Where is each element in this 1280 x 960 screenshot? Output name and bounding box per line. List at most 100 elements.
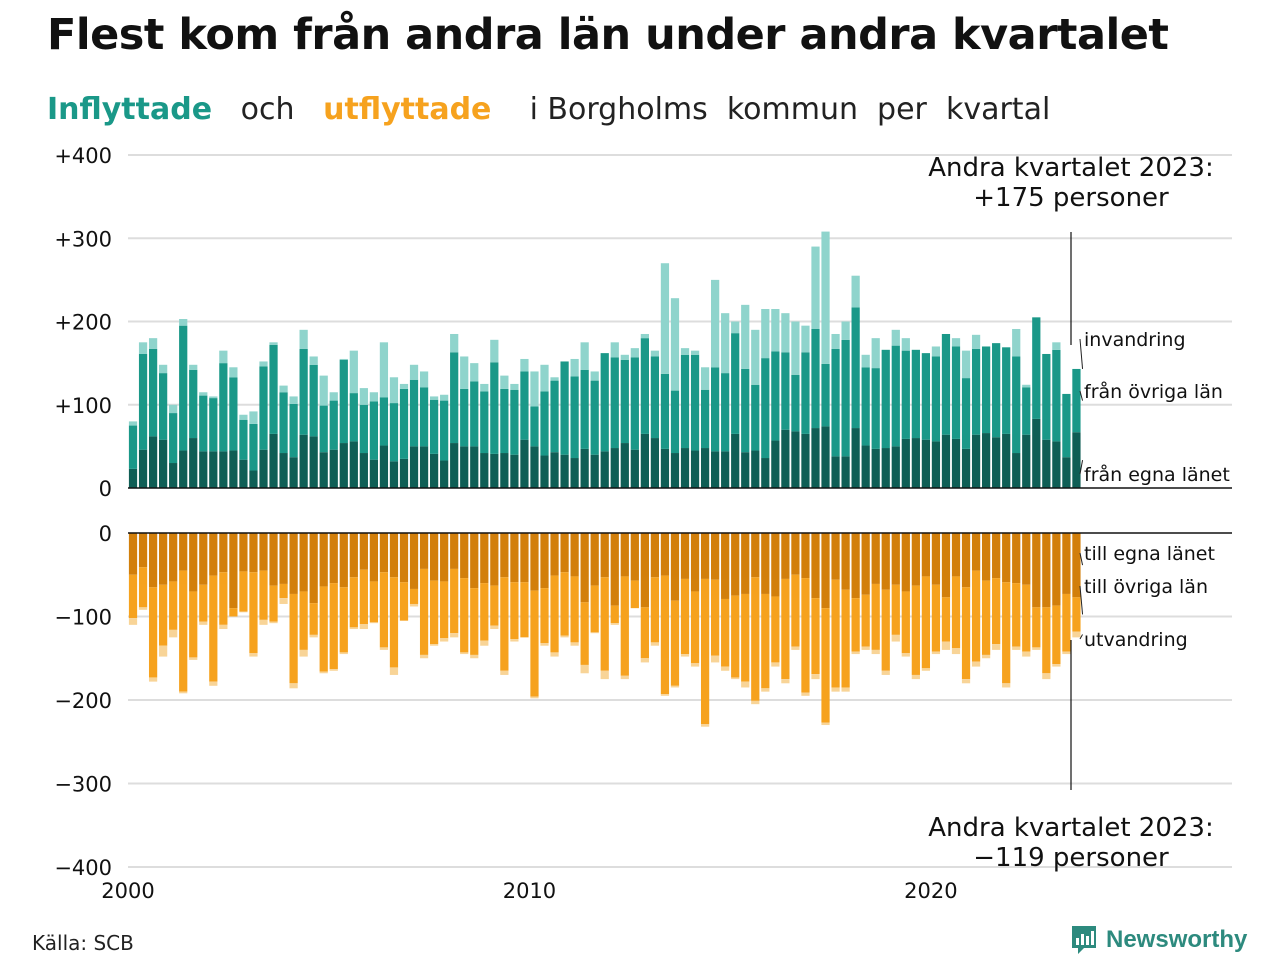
bar-out-own-county (379, 533, 389, 573)
bar-out-other-counties (169, 581, 178, 630)
inflow-bars (128, 231, 1081, 489)
bar-in-own-county (490, 453, 499, 488)
bar-in-other-counties (841, 339, 850, 457)
bar-out-own-county (189, 533, 198, 592)
bar-in-immigration (309, 356, 318, 365)
bar-in-immigration (169, 404, 178, 414)
bar-out-own-county (821, 533, 830, 609)
bar-out-other-counties (981, 580, 991, 655)
bar-in-own-county (339, 443, 348, 488)
bar-in-immigration (199, 392, 208, 396)
bar-out-own-county (901, 533, 910, 592)
bar-out-emigration (359, 624, 368, 630)
bar-in-immigration (801, 325, 810, 353)
bar-in-own-county (329, 449, 338, 488)
bar-in-immigration (540, 364, 549, 392)
bar-out-other-counties (660, 575, 670, 695)
bar-in-other-counties (349, 393, 358, 442)
bar-out-other-counties (309, 603, 318, 635)
bar-out-own-county (721, 533, 730, 599)
bar-out-own-county (530, 533, 539, 591)
bar-out-other-counties (199, 584, 208, 622)
bar-in-other-counties (931, 356, 941, 442)
bar-in-other-counties (992, 343, 1001, 438)
y-tick-label: −300 (54, 773, 112, 797)
bar-in-immigration (1052, 342, 1061, 350)
bar-out-own-county (831, 533, 840, 580)
bar-out-emigration (1012, 646, 1021, 650)
bar-out-own-county (811, 533, 820, 599)
bar-in-other-counties (500, 388, 509, 454)
bar-out-own-county (219, 533, 228, 573)
bar-out-emigration (419, 654, 429, 659)
bar-out-own-county (339, 533, 348, 588)
series-leader-line (1079, 552, 1084, 566)
bar-out-own-county (1062, 533, 1071, 594)
bar-in-other-counties (821, 363, 830, 427)
bar-in-own-county (500, 453, 509, 488)
bar-in-immigration (620, 354, 629, 360)
bar-out-emigration (530, 696, 539, 699)
bar-in-other-counties (911, 349, 920, 439)
bar-out-other-counties (741, 593, 750, 682)
bar-in-own-county (700, 448, 710, 488)
bar-out-other-counties (470, 588, 479, 655)
bar-out-emigration (891, 634, 900, 642)
bar-out-other-counties (600, 577, 609, 671)
bar-out-emigration (259, 619, 268, 625)
bar-in-immigration (580, 342, 589, 370)
bar-in-immigration (229, 367, 238, 378)
series-label: till övriga län (1084, 576, 1208, 598)
bar-in-immigration (299, 329, 308, 349)
bar-in-other-counties (510, 389, 519, 455)
bar-out-own-county (841, 533, 850, 590)
bar-in-other-counties (901, 350, 910, 439)
bar-in-own-county (399, 458, 409, 488)
bar-out-other-counties (148, 587, 158, 678)
bar-in-own-county (1002, 433, 1011, 488)
bar-in-other-counties (319, 405, 328, 453)
bar-in-other-counties (951, 346, 961, 439)
bar-out-other-counties (1062, 593, 1071, 652)
bar-out-emigration (309, 634, 318, 638)
bar-in-own-county (992, 437, 1001, 488)
bar-out-own-county (851, 533, 860, 599)
bar-in-immigration (670, 298, 680, 391)
series-leader-line (1079, 460, 1084, 475)
bar-in-immigration (219, 350, 228, 364)
bar-in-immigration (791, 321, 800, 375)
bar-out-own-county (510, 533, 519, 583)
bar-out-own-county (389, 533, 399, 578)
bar-out-other-counties (891, 584, 900, 635)
bar-out-other-counties (389, 577, 399, 668)
bar-in-own-county (741, 452, 750, 488)
bar-out-other-counties (881, 589, 890, 671)
bar-out-other-counties (851, 598, 860, 652)
bar-in-other-counties (419, 387, 429, 447)
bar-in-immigration (751, 329, 760, 385)
bar-out-own-county (520, 533, 529, 583)
bar-in-other-counties (811, 328, 820, 429)
bar-in-own-county (1042, 439, 1051, 488)
series-leader-line (1079, 634, 1083, 640)
y-tick-label: 0 (99, 522, 112, 546)
bar-in-own-county (861, 445, 870, 488)
bar-out-other-counties (490, 585, 499, 626)
bar-in-own-county (620, 443, 629, 488)
bar-in-immigration (490, 339, 499, 363)
bar-out-own-county (580, 533, 589, 603)
bar-out-other-counties (159, 584, 168, 646)
bar-in-other-counties (229, 377, 238, 451)
bar-out-own-county (941, 533, 951, 598)
bar-in-other-counties (530, 406, 539, 447)
bar-out-other-counties (269, 585, 278, 622)
subtitle-rest: i Borgholms kommun per kvartal (529, 92, 1051, 127)
bar-out-own-county (761, 533, 770, 594)
bar-out-other-counties (530, 590, 539, 697)
bar-out-own-county (500, 533, 509, 578)
bar-out-emigration (851, 651, 860, 655)
bar-out-emigration (1052, 664, 1061, 667)
x-tick-label: 2020 (904, 879, 957, 903)
bar-out-emigration (470, 654, 479, 659)
